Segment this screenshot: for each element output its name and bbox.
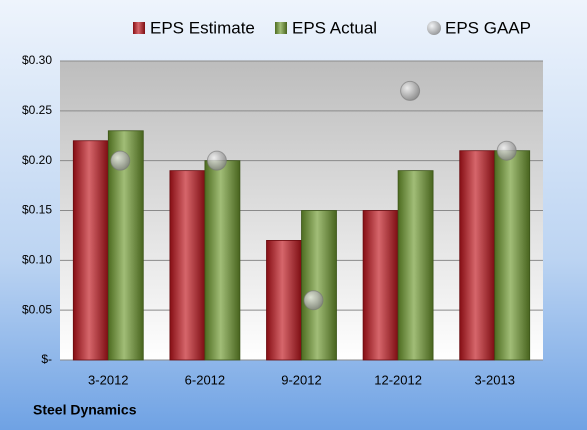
caption: Steel Dynamics (33, 402, 137, 418)
bar (301, 210, 337, 361)
bar (397, 170, 434, 361)
gaap-marker (110, 150, 131, 171)
x-tick-label: 3-2012 (88, 372, 128, 387)
bar (204, 160, 241, 361)
legend-label: EPS Estimate (150, 18, 255, 37)
bar (266, 239, 302, 361)
bar (459, 150, 496, 361)
legend-swatch (133, 22, 145, 34)
bar (169, 170, 206, 361)
y-tick-label: $0.10 (22, 253, 52, 267)
y-tick-label: $0.30 (22, 53, 52, 67)
bar (72, 140, 109, 361)
legend-marker (427, 21, 441, 35)
bar (362, 210, 399, 361)
x-tick-label: 3-2013 (474, 372, 514, 387)
x-tick-label: 12-2012 (374, 372, 422, 387)
bar (494, 150, 531, 361)
x-tick-label: 9-2012 (281, 372, 321, 387)
gaap-marker (400, 80, 421, 101)
gaap-marker (303, 290, 324, 311)
y-tick-label: $0.20 (22, 153, 52, 167)
x-tick-label: 6-2012 (185, 372, 225, 387)
y-tick-label: $- (41, 352, 52, 366)
y-tick-label: $0.25 (22, 103, 52, 117)
legend-label: EPS GAAP (445, 18, 531, 37)
gaap-marker (206, 150, 227, 171)
gaap-marker (496, 140, 517, 161)
y-tick-label: $0.05 (22, 302, 52, 316)
legend-label: EPS Actual (292, 18, 377, 37)
legend-swatch (275, 22, 287, 34)
y-tick-label: $0.15 (22, 203, 52, 217)
